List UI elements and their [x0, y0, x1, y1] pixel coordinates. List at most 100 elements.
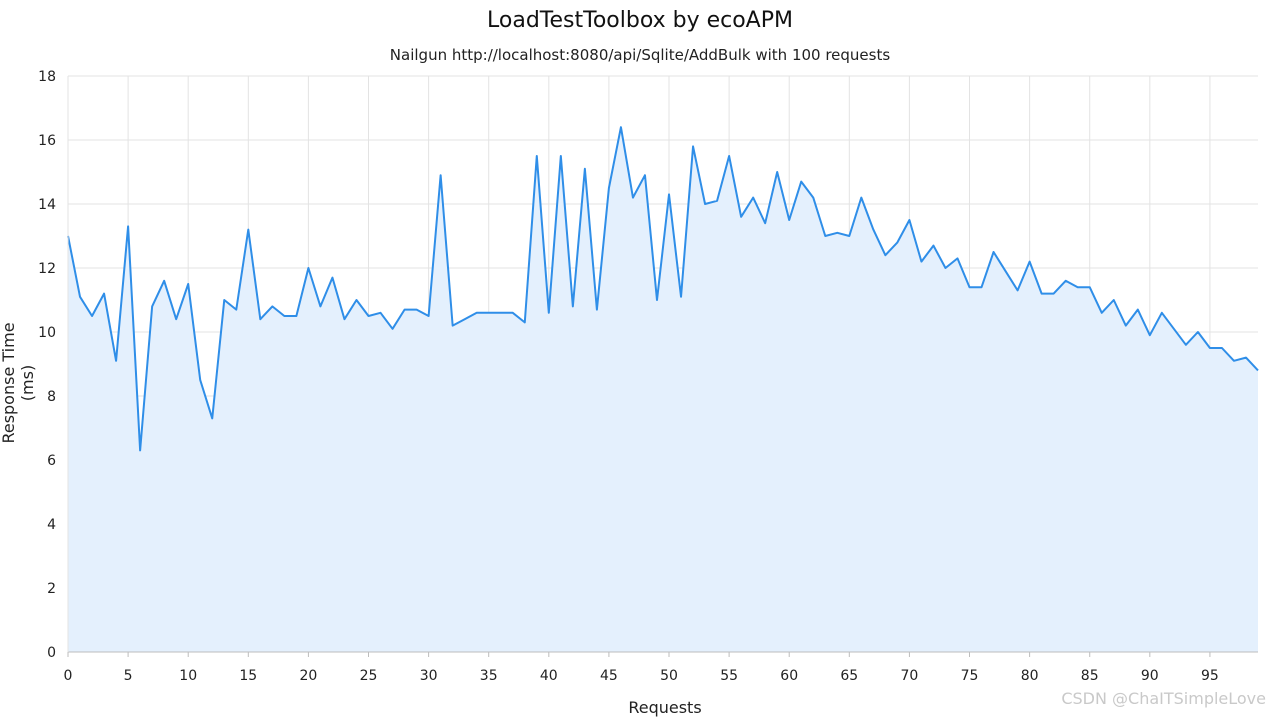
data-point	[1221, 347, 1223, 349]
data-point	[1113, 299, 1115, 301]
x-tick-label: 90	[1141, 668, 1159, 684]
data-point	[788, 219, 790, 221]
data-point	[211, 417, 213, 419]
x-tick-label: 10	[179, 668, 197, 684]
data-point	[1076, 286, 1078, 288]
data-point	[704, 203, 706, 205]
data-point	[776, 171, 778, 173]
data-point	[992, 251, 994, 253]
data-point	[500, 312, 502, 314]
x-tick-label: 20	[299, 668, 317, 684]
data-point	[584, 168, 586, 170]
series-area-fill	[68, 127, 1258, 652]
data-point	[1040, 292, 1042, 294]
x-tick-label: 85	[1081, 668, 1099, 684]
data-point	[247, 228, 249, 230]
area-layer	[67, 126, 1259, 652]
data-point	[800, 180, 802, 182]
data-point	[1209, 347, 1211, 349]
data-point	[199, 379, 201, 381]
y-tick-label: 18	[38, 69, 56, 85]
data-point	[632, 196, 634, 198]
axes	[67, 76, 1258, 657]
x-tick-label: 55	[720, 668, 738, 684]
data-point	[644, 174, 646, 176]
data-point	[764, 222, 766, 224]
data-point	[860, 196, 862, 198]
data-point	[824, 235, 826, 237]
data-point	[692, 145, 694, 147]
x-axis-label: Requests	[628, 698, 702, 717]
data-point	[680, 296, 682, 298]
x-tick-label: 75	[961, 668, 979, 684]
data-point	[1161, 312, 1163, 314]
data-point	[139, 449, 141, 451]
data-point	[572, 305, 574, 307]
data-point	[307, 267, 309, 269]
data-point	[656, 299, 658, 301]
data-point	[451, 324, 453, 326]
data-point	[1137, 308, 1139, 310]
data-point	[1064, 280, 1066, 282]
data-point	[175, 318, 177, 320]
data-point	[596, 308, 598, 310]
data-point	[560, 155, 562, 157]
data-point	[944, 267, 946, 269]
data-point	[932, 244, 934, 246]
data-point	[427, 315, 429, 317]
data-point	[1245, 356, 1247, 358]
data-point	[1125, 324, 1127, 326]
data-point	[1233, 360, 1235, 362]
y-tick-label: 0	[47, 645, 56, 661]
data-point	[884, 254, 886, 256]
x-tick-label: 15	[239, 668, 257, 684]
data-point	[1016, 289, 1018, 291]
watermark: CSDN @ChaITSimpleLove	[1061, 689, 1266, 708]
data-point	[187, 283, 189, 285]
x-tick-label: 25	[360, 668, 378, 684]
data-point	[439, 174, 441, 176]
data-point	[127, 225, 129, 227]
x-tick-label: 60	[780, 668, 798, 684]
data-point	[271, 305, 273, 307]
data-point	[740, 216, 742, 218]
x-tick-label: 80	[1021, 668, 1039, 684]
x-tick-label: 0	[64, 668, 73, 684]
x-tick-label: 30	[420, 668, 438, 684]
y-tick-label: 12	[38, 261, 56, 277]
series-line	[67, 126, 1259, 452]
data-point	[475, 312, 477, 314]
chart-title: LoadTestToolbox by ecoAPM	[487, 8, 793, 33]
x-tick-label: 95	[1201, 668, 1219, 684]
data-point	[1149, 334, 1151, 336]
data-point	[235, 308, 237, 310]
data-point	[608, 187, 610, 189]
data-point	[391, 328, 393, 330]
data-point	[1197, 331, 1199, 333]
data-point	[115, 360, 117, 362]
y-tick-label: 14	[38, 197, 56, 213]
x-tick-label: 65	[840, 668, 858, 684]
data-point	[91, 315, 93, 317]
data-point	[103, 292, 105, 294]
data-point	[728, 155, 730, 157]
data-point	[1052, 292, 1054, 294]
data-point	[896, 241, 898, 243]
data-point	[1257, 369, 1259, 371]
data-point	[752, 196, 754, 198]
x-tick-label: 70	[901, 668, 919, 684]
data-point	[295, 315, 297, 317]
y-tick-label: 16	[38, 133, 56, 149]
y-tick-label: 2	[47, 581, 56, 597]
data-point	[1173, 328, 1175, 330]
data-point	[319, 305, 321, 307]
data-point	[259, 318, 261, 320]
tick-labels: 0 2 4 6 8 10 12 14 16 18 0 5 10 15 20 25 30 35 40 45 50 55 60 6…	[38, 69, 1219, 684]
data-point	[355, 299, 357, 301]
data-point	[1101, 312, 1103, 314]
data-point	[920, 260, 922, 262]
x-tick-label: 5	[124, 668, 133, 684]
data-point	[512, 312, 514, 314]
data-point	[980, 286, 982, 288]
